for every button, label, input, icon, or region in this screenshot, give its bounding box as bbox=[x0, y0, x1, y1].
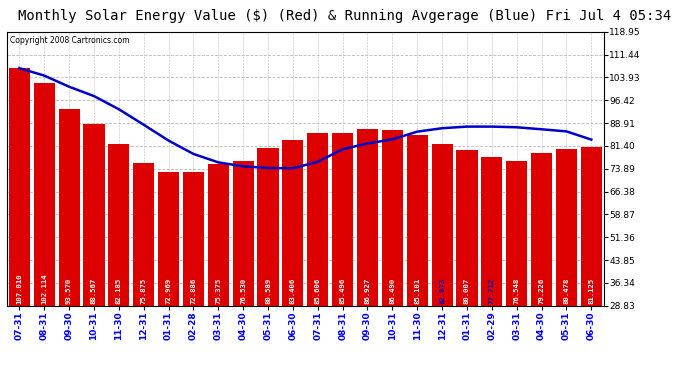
Text: 79.226: 79.226 bbox=[539, 278, 544, 304]
Text: 76.530: 76.530 bbox=[240, 278, 246, 304]
Bar bbox=[83, 124, 104, 306]
Text: 81.125: 81.125 bbox=[589, 278, 594, 304]
Bar bbox=[531, 153, 552, 306]
Bar bbox=[581, 147, 602, 306]
Text: 77.712: 77.712 bbox=[489, 278, 495, 304]
Bar bbox=[183, 172, 204, 306]
Bar bbox=[133, 163, 155, 306]
Bar bbox=[431, 144, 453, 306]
Text: 107.010: 107.010 bbox=[17, 273, 22, 304]
Bar bbox=[556, 149, 577, 306]
Text: 85.101: 85.101 bbox=[414, 278, 420, 304]
Text: 80.478: 80.478 bbox=[564, 278, 569, 304]
Bar bbox=[406, 135, 428, 306]
Text: 102.114: 102.114 bbox=[41, 273, 47, 304]
Bar bbox=[456, 150, 477, 306]
Bar bbox=[108, 144, 130, 306]
Text: 75.875: 75.875 bbox=[141, 278, 147, 304]
Bar bbox=[382, 130, 403, 306]
Text: 83.406: 83.406 bbox=[290, 278, 296, 304]
Text: 82.073: 82.073 bbox=[439, 278, 445, 304]
Text: 85.606: 85.606 bbox=[315, 278, 321, 304]
Bar bbox=[59, 109, 79, 306]
Bar bbox=[332, 134, 353, 306]
Bar bbox=[208, 164, 229, 306]
Text: 86.927: 86.927 bbox=[364, 278, 371, 304]
Text: 72.886: 72.886 bbox=[190, 278, 197, 304]
Text: 80.589: 80.589 bbox=[265, 278, 271, 304]
Text: 72.969: 72.969 bbox=[166, 278, 172, 304]
Text: 75.375: 75.375 bbox=[215, 278, 221, 304]
Bar bbox=[282, 140, 304, 306]
Bar bbox=[357, 129, 378, 306]
Bar bbox=[257, 148, 279, 306]
Text: Monthly Solar Energy Value ($) (Red) & Running Avgerage (Blue) Fri Jul 4 05:34: Monthly Solar Energy Value ($) (Red) & R… bbox=[19, 9, 671, 23]
Bar bbox=[9, 68, 30, 306]
Bar bbox=[233, 161, 254, 306]
Bar bbox=[506, 160, 527, 306]
Text: 86.490: 86.490 bbox=[389, 278, 395, 304]
Text: 80.007: 80.007 bbox=[464, 278, 470, 304]
Bar bbox=[158, 171, 179, 306]
Text: 88.567: 88.567 bbox=[91, 278, 97, 304]
Text: 82.185: 82.185 bbox=[116, 278, 122, 304]
Bar bbox=[307, 133, 328, 306]
Text: 85.496: 85.496 bbox=[339, 278, 346, 304]
Bar bbox=[481, 157, 502, 306]
Text: 76.548: 76.548 bbox=[514, 278, 520, 304]
Bar bbox=[34, 83, 55, 306]
Text: 93.570: 93.570 bbox=[66, 278, 72, 304]
Text: Copyright 2008 Cartronics.com: Copyright 2008 Cartronics.com bbox=[10, 36, 130, 45]
